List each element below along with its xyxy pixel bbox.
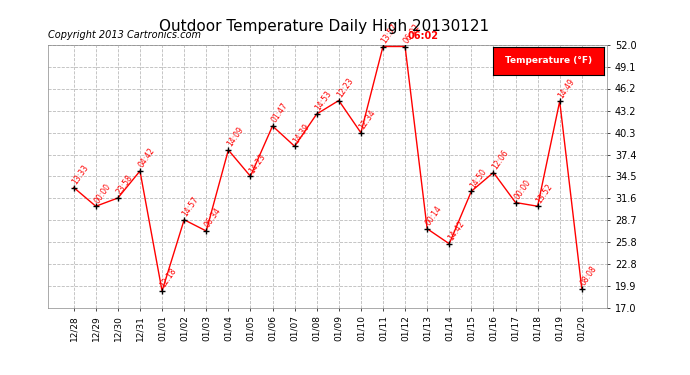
- Text: 14:53: 14:53: [313, 90, 333, 112]
- Text: 08:08: 08:08: [579, 264, 598, 287]
- Text: 14:23: 14:23: [247, 152, 267, 175]
- Text: 13:52: 13:52: [535, 182, 554, 205]
- Text: Outdoor Temperature Daily High 20130121: Outdoor Temperature Daily High 20130121: [159, 19, 489, 34]
- Text: 14:50: 14:50: [468, 167, 488, 190]
- Text: 00:00: 00:00: [92, 182, 112, 205]
- Text: 23:58: 23:58: [115, 174, 135, 196]
- Text: 14:42: 14:42: [446, 219, 466, 242]
- Text: 12:34: 12:34: [357, 108, 377, 131]
- Text: 01:47: 01:47: [269, 102, 289, 124]
- Text: 13:33: 13:33: [70, 163, 90, 186]
- Text: 14:49: 14:49: [557, 77, 576, 100]
- Text: 14:39: 14:39: [291, 122, 311, 145]
- Text: 12:18: 12:18: [159, 267, 179, 290]
- Text: 12:06: 12:06: [490, 148, 510, 171]
- Text: 06:02: 06:02: [402, 22, 422, 45]
- Text: 14:09: 14:09: [225, 126, 245, 148]
- Text: 04:42: 04:42: [137, 147, 157, 170]
- Text: Temperature (°F): Temperature (°F): [505, 57, 592, 65]
- Text: 00:00: 00:00: [512, 178, 532, 201]
- Text: 00:14: 00:14: [424, 204, 444, 227]
- Text: 13:57: 13:57: [380, 22, 400, 45]
- Text: 06:34: 06:34: [203, 206, 223, 230]
- Text: 14:57: 14:57: [181, 195, 201, 218]
- Text: Copyright 2013 Cartronics.com: Copyright 2013 Cartronics.com: [48, 30, 201, 40]
- Text: 06:02: 06:02: [408, 31, 439, 41]
- Text: 12:23: 12:23: [335, 76, 355, 99]
